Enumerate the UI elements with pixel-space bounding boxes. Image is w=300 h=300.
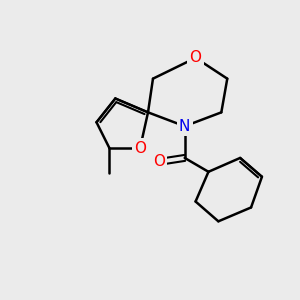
Text: N: N: [179, 119, 190, 134]
Text: O: O: [153, 154, 165, 169]
Text: O: O: [190, 50, 202, 65]
Text: O: O: [134, 140, 146, 155]
